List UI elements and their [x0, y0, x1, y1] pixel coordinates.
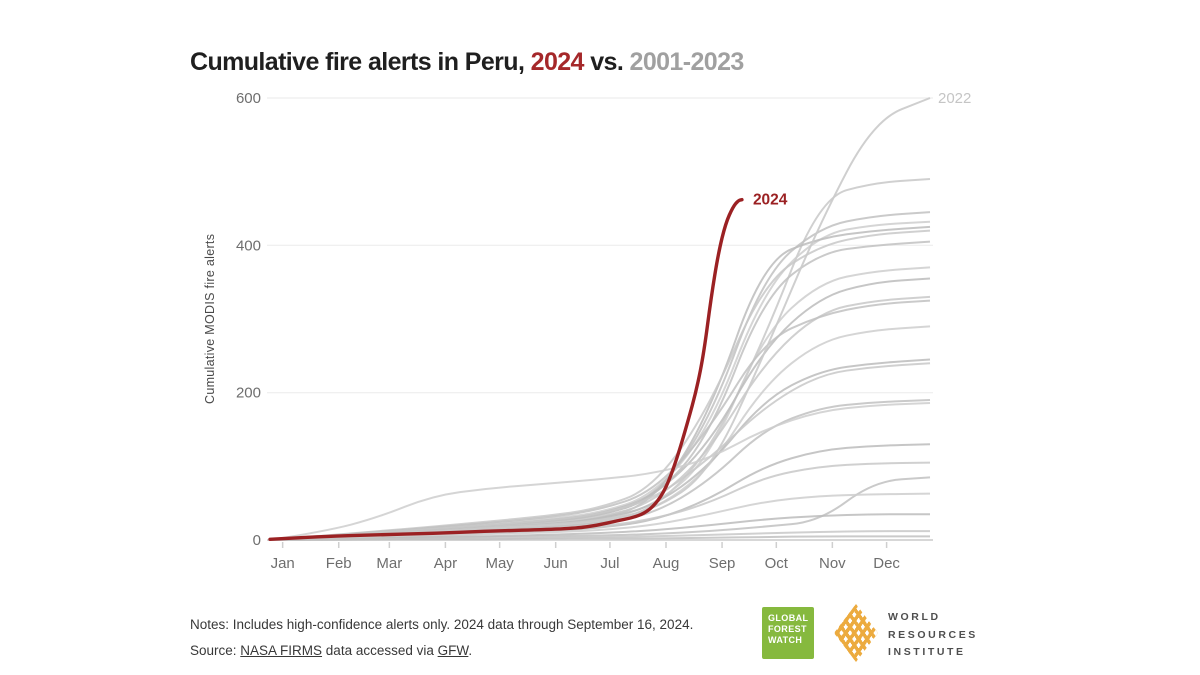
annotation-2022: 2022 — [938, 90, 971, 107]
x-tick-label: Jun — [544, 555, 568, 572]
title-part-2024: 2024 — [530, 47, 585, 76]
x-tick-label: Mar — [376, 555, 402, 572]
x-tick-label: Feb — [326, 555, 352, 572]
line-2022 — [269, 97, 931, 541]
y-tick-label: 200 — [236, 385, 261, 402]
chart-footnotes: Notes: Includes high-confidence alerts o… — [190, 612, 693, 664]
annotation-2024: 2024 — [753, 192, 788, 209]
x-tick-label: May — [485, 555, 514, 572]
background-year-line — [269, 401, 931, 541]
x-tick-label: Oct — [765, 555, 789, 572]
wri-logo-line2: RESOURCES — [888, 628, 978, 641]
source-line: Source: NASA FIRMS data accessed via GFW… — [190, 638, 693, 664]
x-tick-label: Dec — [873, 555, 900, 572]
title-part-range: 2001-2023 — [629, 47, 745, 76]
background-year-line — [269, 220, 931, 541]
x-tick-label: Nov — [819, 555, 846, 572]
line-2024 — [268, 197, 744, 541]
chart-title: Cumulative fire alerts in Peru, 2024 vs.… — [190, 48, 744, 77]
gfw-logo-line2: FOREST — [768, 624, 807, 634]
source-prefix: Source: — [190, 643, 241, 658]
background-year-line — [269, 277, 931, 541]
y-tick-label: 0 — [253, 532, 261, 549]
gfw-link[interactable]: GFW — [437, 643, 469, 658]
background-year-line — [269, 229, 931, 541]
wri-logo-line3: INSTITUTE — [888, 646, 966, 658]
background-year-line — [269, 295, 931, 541]
gfw-logo-line3: WATCH — [768, 635, 803, 645]
world-resources-institute-logo[interactable]: WORLD RESOURCES INSTITUTE — [830, 602, 980, 666]
x-tick-label: Jul — [600, 555, 619, 572]
y-tick-label: 600 — [236, 90, 261, 107]
gfw-logo-line1: GLOBAL — [768, 613, 809, 623]
background-year-line — [269, 211, 931, 541]
source-mid: data accessed via — [322, 643, 438, 658]
title-part-vs: vs. — [583, 47, 630, 76]
wri-weave-icon — [834, 604, 878, 662]
x-tick-label: Apr — [434, 555, 457, 572]
background-year-line — [269, 492, 931, 541]
background-year-line — [269, 362, 931, 541]
source-suffix: . — [468, 643, 473, 658]
notes-line: Notes: Includes high-confidence alerts o… — [190, 617, 694, 632]
x-tick-label: Sep — [709, 555, 736, 572]
global-forest-watch-logo[interactable]: GLOBAL FOREST WATCH — [762, 607, 814, 659]
background-year-line — [269, 535, 930, 541]
background-year-line — [269, 225, 931, 541]
nasa-firms-link[interactable]: NASA FIRMS — [240, 643, 323, 658]
title-part-main: Cumulative fire alerts in Peru, — [190, 47, 531, 76]
x-tick-label: Aug — [653, 555, 680, 572]
background-year-line — [269, 299, 931, 541]
wri-logo-line1: WORLD — [888, 611, 941, 623]
x-tick-label: Jan — [271, 555, 295, 572]
y-tick-label: 400 — [236, 237, 261, 254]
background-year-line — [269, 266, 931, 541]
wri-logo-text: WORLD RESOURCES INSTITUTE — [888, 609, 978, 662]
